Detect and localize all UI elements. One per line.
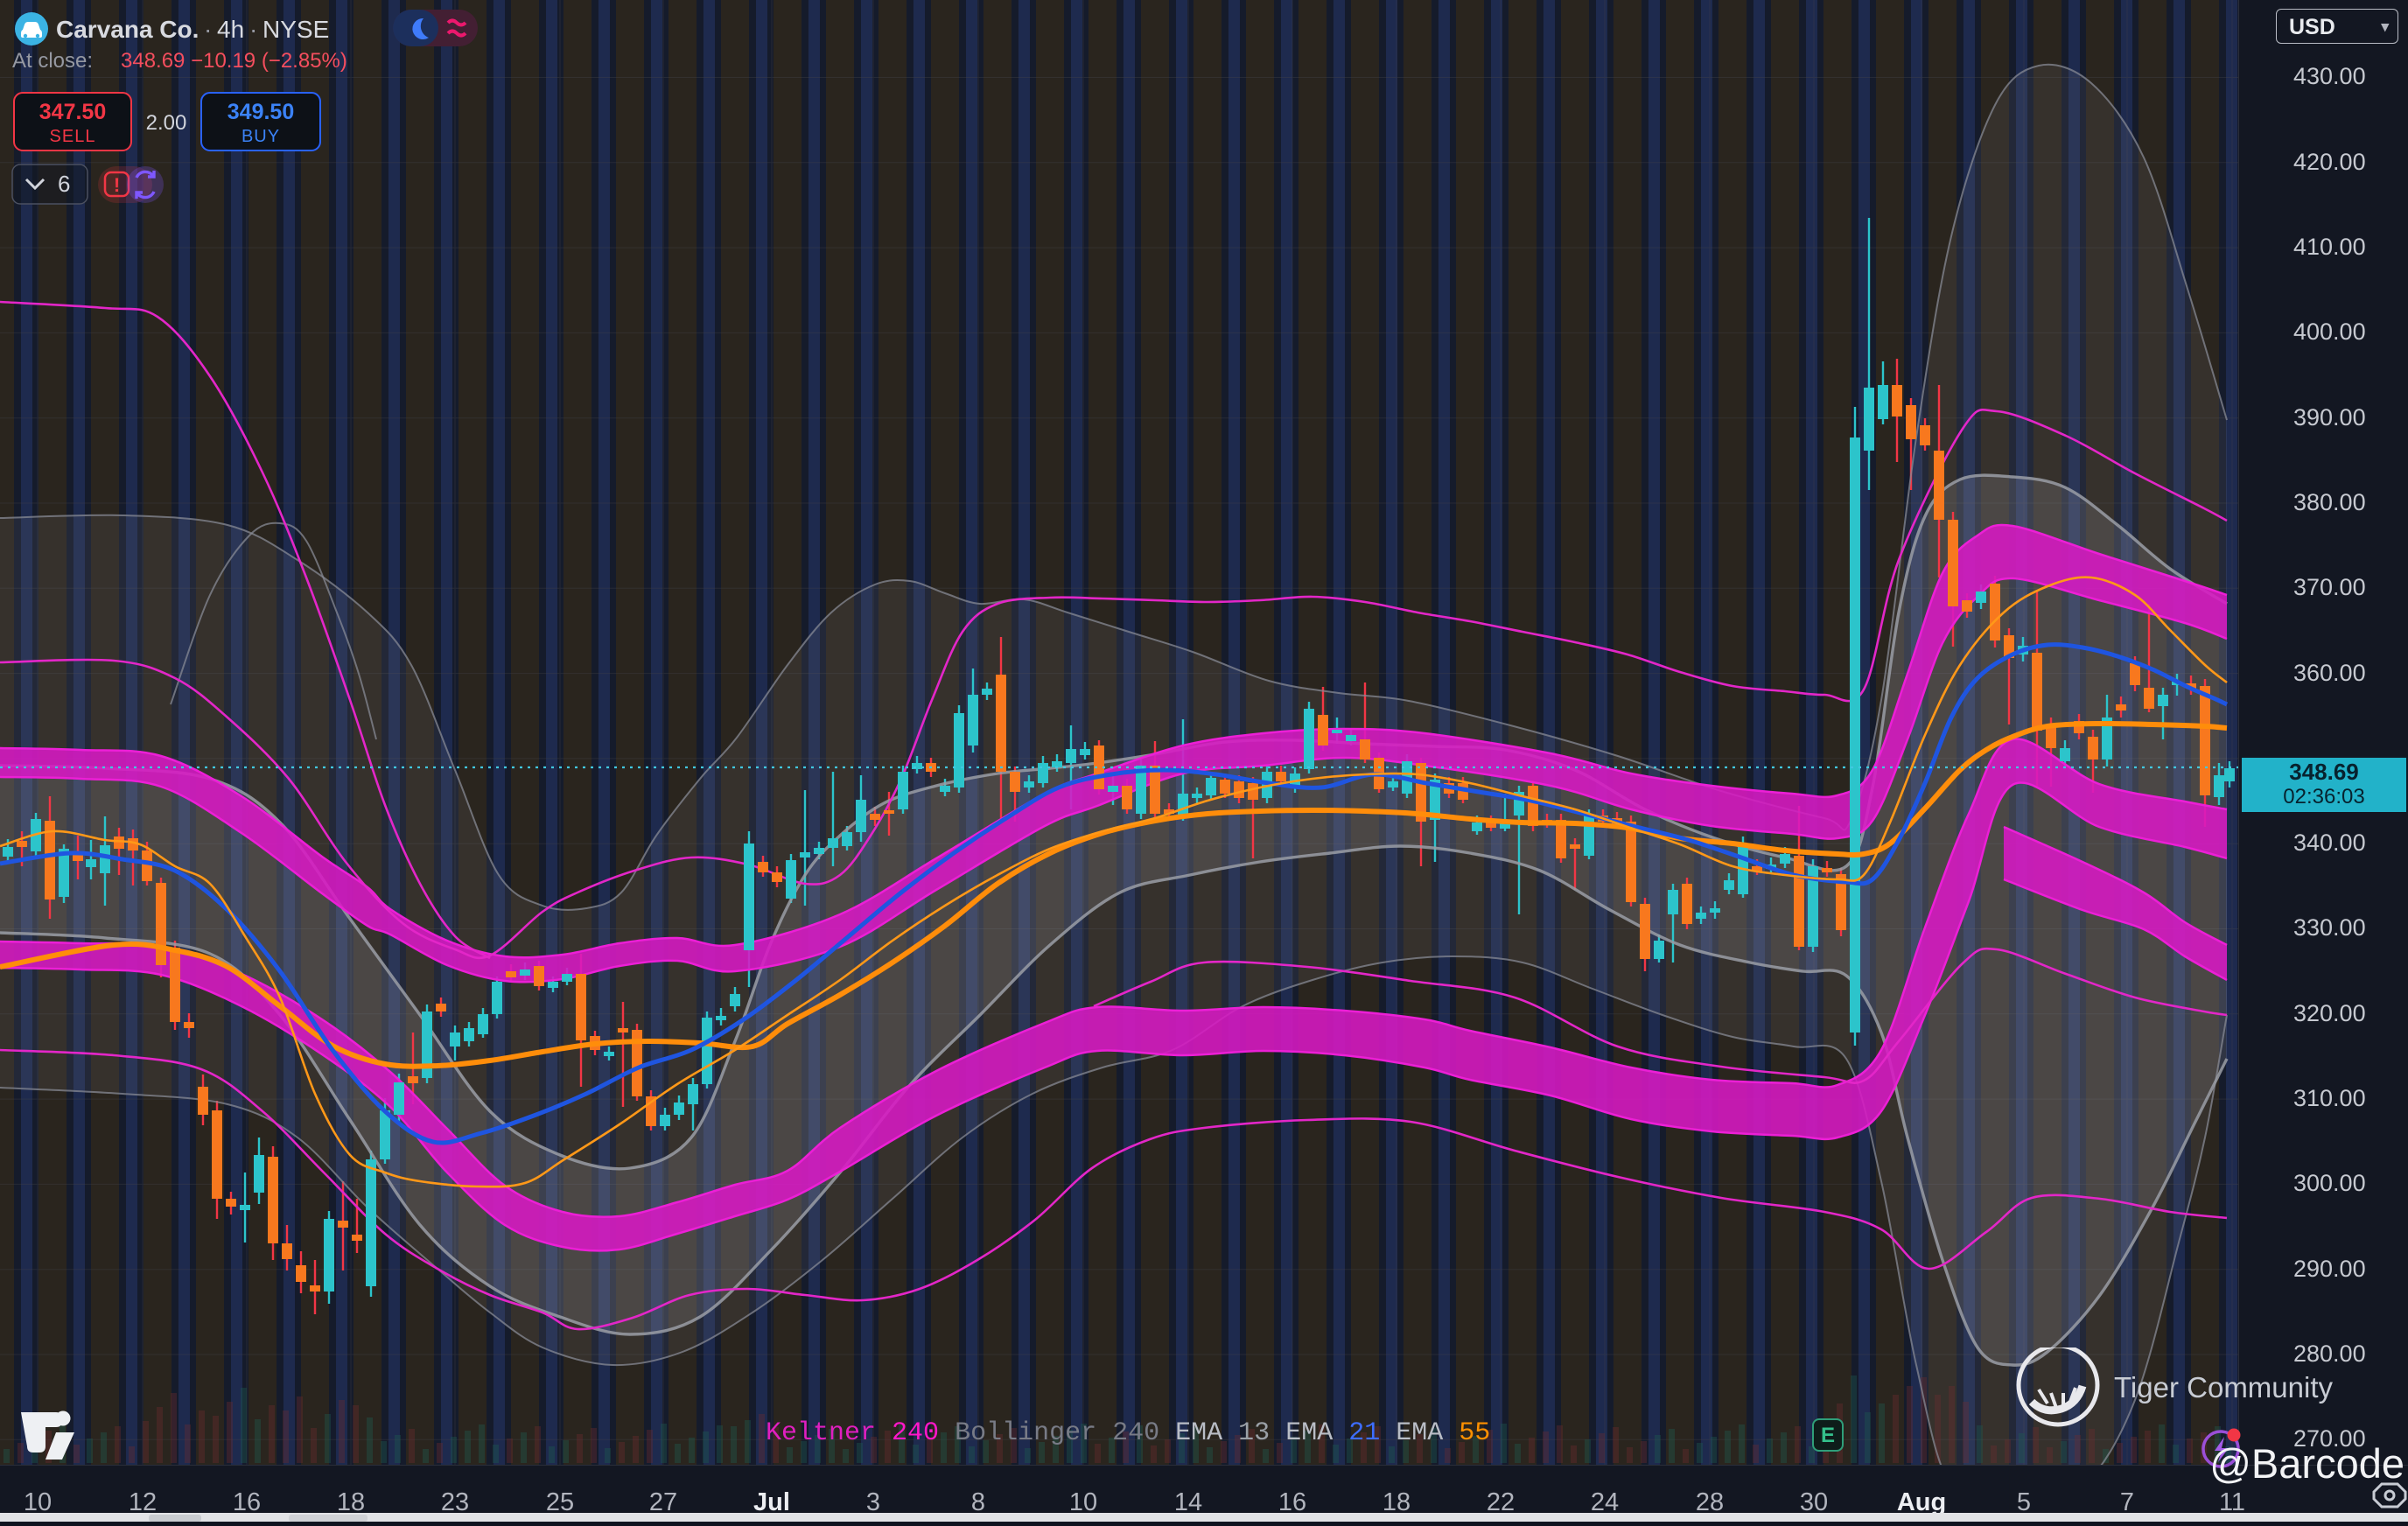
svg-text:Carvana Co.: Carvana Co.	[56, 16, 199, 43]
svg-text:347.50: 347.50	[39, 100, 106, 124]
svg-text:Keltner 240 Bollinger 240 EMA: Keltner 240 Bollinger 240 EMA 13 EMA 21 …	[766, 1418, 1490, 1448]
svg-text:6: 6	[58, 171, 70, 197]
svg-text:NYSE: NYSE	[262, 16, 329, 43]
svg-text:!: !	[114, 174, 120, 196]
svg-text:4h: 4h	[217, 16, 244, 43]
svg-text:@Barcode: @Barcode	[2209, 1440, 2404, 1487]
svg-text:E: E	[1821, 1424, 1835, 1447]
svg-text:BUY: BUY	[242, 127, 280, 146]
svg-text:SELL: SELL	[50, 127, 96, 146]
svg-text:Tiger Community: Tiger Community	[2114, 1371, 2333, 1404]
svg-text:·: ·	[249, 16, 257, 43]
svg-text:348.69 −10.19 (−2.85%): 348.69 −10.19 (−2.85%)	[121, 49, 347, 73]
svg-text:2.00: 2.00	[146, 111, 187, 135]
svg-text:·: ·	[204, 16, 212, 43]
svg-text:349.50: 349.50	[228, 100, 294, 124]
svg-text:At close:: At close:	[12, 49, 93, 73]
